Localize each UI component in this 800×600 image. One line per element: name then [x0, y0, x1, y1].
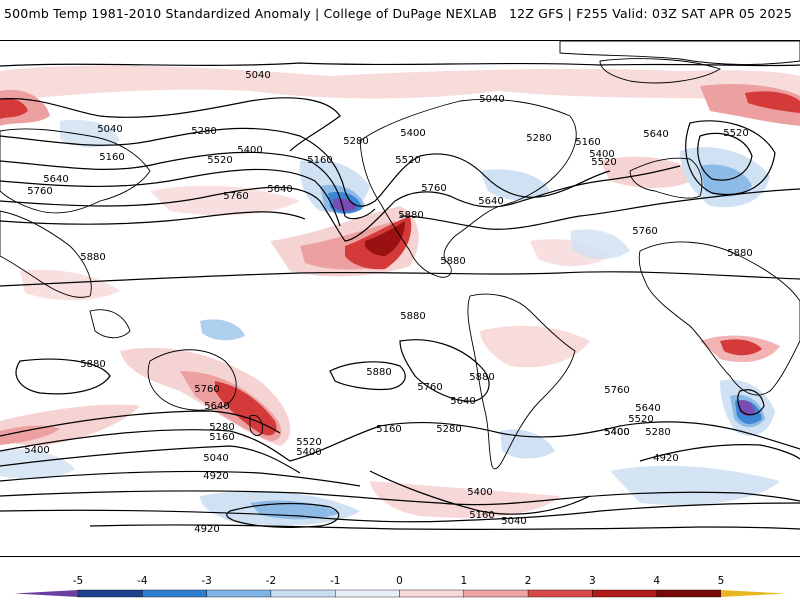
contour-label: 5400 [467, 487, 492, 498]
legend-segment [270, 589, 336, 598]
contour-label: 5040 [479, 94, 504, 105]
contour-label: 4920 [203, 471, 228, 482]
contour-label: 5280 [645, 427, 670, 438]
contour-label: 5520 [395, 155, 420, 166]
contour-label: 5640 [43, 174, 68, 185]
contour-label: 5160 [376, 424, 401, 435]
contour-label: 5400 [604, 427, 629, 438]
contour-label: 5040 [501, 516, 526, 527]
legend-colorbar [14, 589, 786, 598]
contour-label: 5280 [436, 424, 461, 435]
contour-label: 5760 [27, 186, 52, 197]
contour-label: 5160 [99, 152, 124, 163]
map-title: 500mb Temp 1981-2010 Standardized Anomal… [4, 6, 498, 21]
contour-label: 5880 [366, 367, 391, 378]
contour-label: 5760 [194, 384, 219, 395]
contour-label: 5400 [400, 128, 425, 139]
contour-label: 5040 [97, 124, 122, 135]
contour-label: 5280 [526, 133, 551, 144]
contour-label: 5520 [207, 155, 232, 166]
contour-label: 5040 [245, 70, 270, 81]
contour-label: 5160 [469, 510, 494, 521]
contour-label: 5760 [604, 385, 629, 396]
contour-label: 5880 [80, 252, 105, 263]
legend-tick-labels: -5 -4 -3 -2 -1 0 1 2 3 4 5 [73, 575, 725, 587]
contour-label: 5880 [398, 210, 423, 221]
contour-label: 5400 [589, 149, 614, 160]
contour-label: 5880 [440, 256, 465, 267]
legend-segment [463, 589, 529, 598]
contour-label: 5880 [400, 311, 425, 322]
legend-tick-label: -1 [330, 575, 340, 587]
contour-label: 5640 [204, 401, 229, 412]
contour-label: 5280 [209, 422, 234, 433]
contour-label: 5640 [643, 129, 668, 140]
legend-tick-label: 1 [460, 575, 467, 587]
contour-label: 5640 [267, 184, 292, 195]
contour-label: 5640 [478, 196, 503, 207]
legend-segment [77, 589, 143, 598]
legend-segment [399, 589, 465, 598]
legend-tick-label: 5 [718, 575, 725, 587]
contour-label: 5520 [723, 128, 748, 139]
contour-label: 5160 [575, 137, 600, 148]
contour-label: 5160 [307, 155, 332, 166]
model-run-info: 12Z GFS | F255 Valid: 03Z SAT APR 05 202… [509, 6, 792, 21]
contour-label: 5880 [727, 248, 752, 259]
contour-label: 5760 [223, 191, 248, 202]
legend-segment [206, 589, 272, 598]
legend-tick-label: -4 [137, 575, 148, 587]
contour-label: 5760 [417, 382, 442, 393]
legend-tick-label: 0 [396, 575, 403, 587]
contour-label: 5040 [203, 453, 228, 464]
legend-tick-label: -2 [266, 575, 276, 587]
contour-label: 5280 [343, 136, 368, 147]
warm-anomaly-shading [0, 65, 800, 518]
legend-tick-label: 3 [589, 575, 596, 587]
legend-tick-label: 2 [525, 575, 532, 587]
contour-label: 5280 [191, 126, 216, 137]
contour-label: 5640 [450, 396, 475, 407]
contour-label: 5760 [421, 183, 446, 194]
height-contours [0, 62, 800, 530]
contour-label: 5880 [469, 372, 494, 383]
color-legend: -5 -4 -3 -2 -1 0 1 2 3 4 5 [14, 575, 786, 598]
legend-tick-label: -3 [201, 575, 211, 587]
legend-segment [527, 589, 593, 598]
contour-label: 4920 [194, 524, 219, 535]
contour-label: 5400 [24, 445, 49, 456]
legend-segment [721, 590, 786, 597]
legend-segment [142, 589, 207, 598]
contour-label: 5160 [209, 432, 234, 443]
contour-label: 5400 [237, 145, 262, 156]
contour-label: 5880 [80, 359, 105, 370]
contour-label: 5400 [296, 447, 321, 458]
anomaly-map: 5040 5040 5160 5280 5400 5520 5640 5640 5760 5760… [0, 40, 800, 557]
contour-label: 5520 [628, 414, 653, 425]
contour-label: 5760 [632, 226, 657, 237]
legend-segment [14, 590, 78, 597]
contour-label: 5520 [591, 157, 616, 168]
contour-label: 5400 [604, 427, 629, 438]
contour-label: 4920 [653, 453, 678, 464]
legend-tick-label: 4 [653, 575, 660, 587]
contour-label: 5520 [296, 437, 321, 448]
legend-segment [656, 589, 722, 598]
legend-tick-label: -5 [73, 575, 83, 587]
legend-segment [592, 589, 657, 598]
legend-segment [335, 589, 400, 598]
coastlines [0, 41, 800, 470]
contour-label: 5640 [635, 403, 660, 414]
